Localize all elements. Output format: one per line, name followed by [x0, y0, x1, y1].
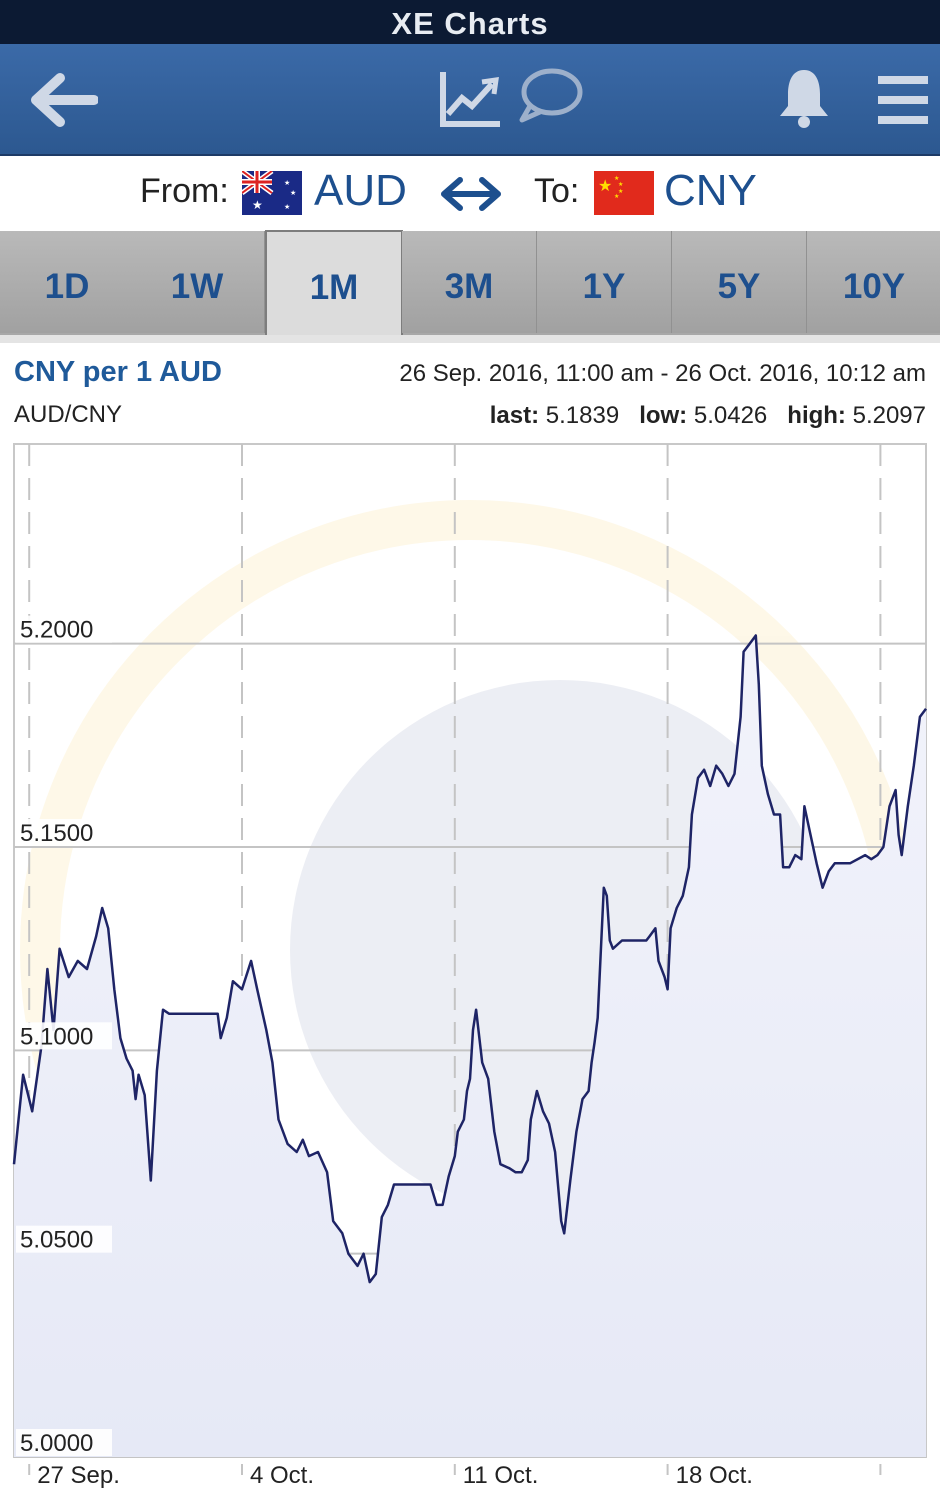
- chart-icon[interactable]: [438, 68, 504, 130]
- svg-text:★: ★: [290, 189, 296, 197]
- y-tick-label-bg: [16, 1429, 112, 1456]
- tab-1y[interactable]: 1Y: [537, 231, 673, 333]
- low-label: low:: [639, 402, 688, 429]
- svg-text:★: ★: [284, 179, 290, 187]
- to-currency-code[interactable]: CNY: [664, 166, 757, 215]
- svg-text:★: ★: [614, 193, 619, 200]
- svg-text:★: ★: [614, 175, 619, 182]
- y-tick-label-bg: [16, 1225, 112, 1253]
- back-arrow-icon[interactable]: [28, 70, 98, 130]
- rate-chart[interactable]: 5.2000 5.1500 5.1000 5.0500 5.0000 27 Sep. 4 O…: [0, 430, 940, 1493]
- currency-pair: AUD/CNY: [14, 401, 123, 428]
- y-tick-label-bg: [16, 819, 112, 847]
- tab-1w[interactable]: 1W: [130, 231, 266, 333]
- chart-area[interactable]: 5.2000 5.1500 5.1000 5.0500 5.0000 27 Sep. 4 O…: [0, 430, 940, 1493]
- tab-10y[interactable]: 10Y: [807, 231, 940, 333]
- x-tick-label: 11 Oct.: [463, 1462, 539, 1489]
- y-tick-label: 5.0000: [20, 1430, 93, 1457]
- top-toolbar: [0, 44, 940, 156]
- x-tick-label: 27 Sep.: [37, 1462, 120, 1489]
- last-label: last:: [489, 402, 540, 429]
- swap-arrows-icon[interactable]: [438, 172, 504, 216]
- australia-flag-icon[interactable]: ★ ★ ★ ★: [242, 171, 302, 215]
- svg-text:★: ★: [618, 181, 623, 188]
- last-value: 5.1839: [545, 402, 620, 429]
- tab-3m[interactable]: 3M: [402, 231, 538, 333]
- tab-5y[interactable]: 5Y: [672, 231, 808, 333]
- to-label: To:: [534, 172, 580, 210]
- high-label: high:: [787, 402, 846, 429]
- y-tick-label: 5.0500: [20, 1227, 93, 1254]
- svg-text:★: ★: [598, 178, 612, 195]
- from-label: From:: [140, 172, 229, 210]
- bell-icon[interactable]: [776, 66, 832, 130]
- series-area: [14, 635, 926, 1457]
- tab-1d[interactable]: 1D: [0, 231, 136, 333]
- date-range: 26 Sep. 2016, 11:00 am - 26 Oct. 2016, 1…: [399, 360, 926, 387]
- y-tick-label: 5.1000: [20, 1023, 93, 1050]
- svg-text:★: ★: [252, 198, 263, 212]
- y-tick-label-bg: [16, 1022, 112, 1050]
- tab-shadow: [0, 335, 940, 343]
- y-tick-label: 5.1500: [20, 820, 93, 847]
- low-value: 5.0426: [693, 402, 768, 429]
- svg-text:★: ★: [284, 203, 290, 211]
- window-title: XE Charts: [0, 0, 940, 44]
- svg-text:★: ★: [618, 188, 623, 195]
- y-tick-label: 5.2000: [20, 617, 93, 644]
- period-tabs: 1D 1W 1M 3M 1Y 5Y 10Y: [0, 230, 940, 337]
- comment-icon[interactable]: [516, 66, 584, 124]
- from-currency-code[interactable]: AUD: [314, 166, 407, 215]
- rate-stats: last: 5.1839 low: 5.0426 high: 5.2097: [490, 402, 926, 430]
- x-tick-label: 4 Oct.: [250, 1462, 314, 1489]
- china-flag-icon[interactable]: ★ ★ ★ ★ ★: [594, 171, 654, 215]
- y-tick-label-bg: [16, 615, 112, 643]
- tab-1m[interactable]: 1M: [265, 230, 403, 336]
- currency-selector: From: ★ ★ ★ ★ AUD To: ★ ★ ★ ★ ★ CNY: [0, 156, 940, 230]
- series-line: [12, 634, 928, 1284]
- high-value: 5.2097: [852, 402, 926, 429]
- x-tick-label: 18 Oct.: [676, 1462, 753, 1489]
- chart-title: CNY per 1 AUD: [14, 356, 222, 388]
- menu-icon[interactable]: [876, 74, 930, 126]
